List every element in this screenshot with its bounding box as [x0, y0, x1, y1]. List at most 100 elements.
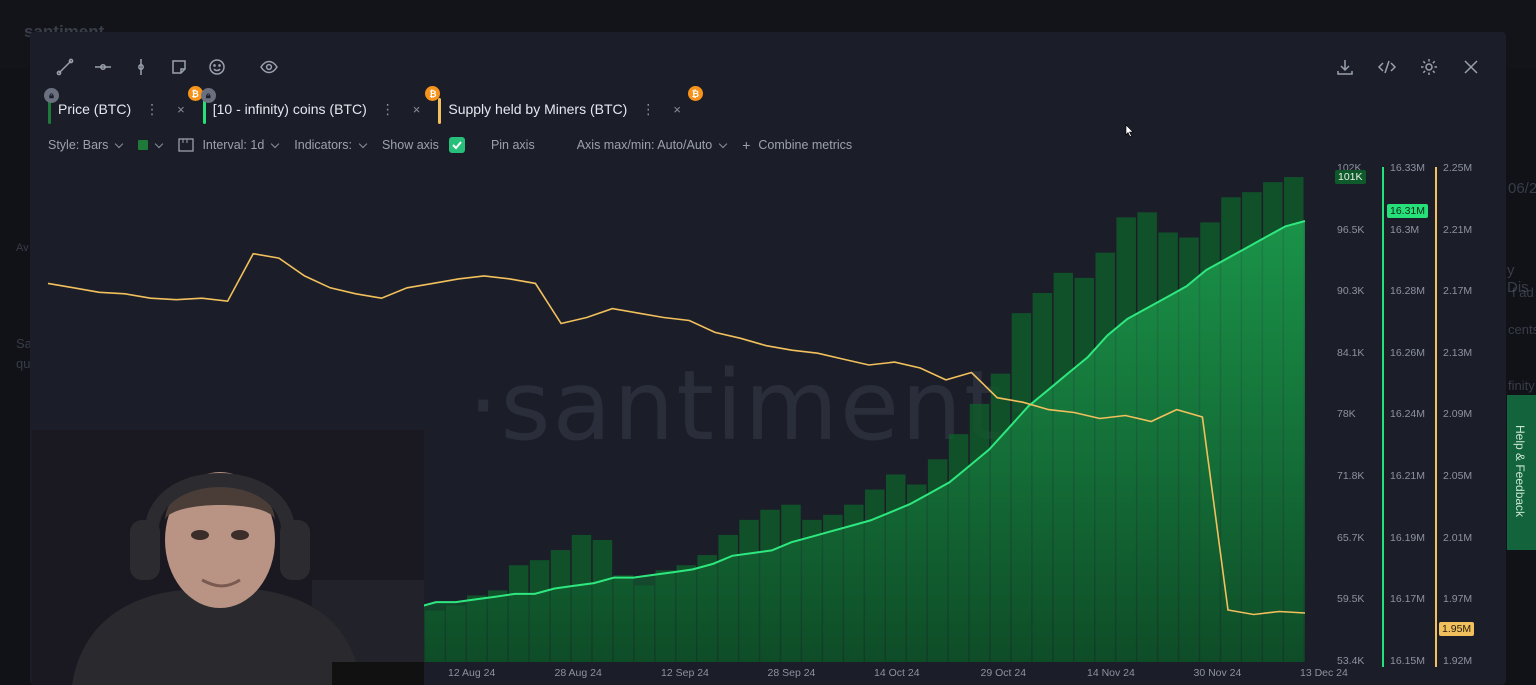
show-axis-toggle[interactable]: Show axis — [382, 137, 465, 153]
help-feedback-label: Help & Feedback — [1513, 425, 1527, 518]
x-axis-tick: 14 Oct 24 — [874, 667, 920, 679]
chevron-down-icon — [271, 139, 280, 148]
interval-dropdown[interactable]: Interval: 1d — [178, 138, 280, 152]
metric-remove-icon[interactable]: × — [177, 101, 185, 117]
price-axis-tick: 65.7K — [1337, 531, 1365, 544]
price-axis-tick: 59.5K — [1337, 593, 1365, 606]
webcam-person-icon — [32, 430, 424, 685]
price-axis-tick: 96.5K — [1337, 223, 1365, 236]
backdrop-fragment: f ad — [1512, 285, 1534, 300]
chevron-down-icon — [155, 139, 164, 148]
whale-series-line — [277, 220, 1306, 625]
color-swatch — [138, 140, 149, 150]
metric-menu-icon[interactable]: ⋮ — [380, 100, 395, 117]
settings-icon[interactable] — [1418, 56, 1440, 78]
metric-color-bar — [48, 98, 51, 124]
horizontal-ray-icon[interactable] — [92, 56, 114, 78]
drawing-toolbar — [54, 56, 280, 78]
mouse-cursor-icon — [1125, 124, 1134, 137]
plus-icon: + — [742, 137, 751, 153]
backdrop-fragment: cents — [1508, 322, 1536, 337]
backdrop-fragment: y Dis — [1507, 262, 1529, 296]
pin-axis-label: Pin axis — [490, 138, 535, 152]
whale-axis-tick: 16.26M — [1390, 346, 1426, 359]
santiment-watermark: ·santiment· — [468, 350, 1037, 462]
metric-menu-icon[interactable]: ⋮ — [145, 100, 160, 117]
miner-axis-tick: 2.17M — [1443, 285, 1473, 298]
miner-current-tag: 1.95M — [1439, 622, 1475, 636]
lock-icon: 🔒︎ — [44, 88, 59, 103]
axis-maxmin-dropdown[interactable]: Axis max/min: Auto/Auto — [576, 138, 728, 152]
style-dropdown[interactable]: Style: Bars — [48, 138, 124, 152]
metric-label: [10 - infinity) coins (BTC) — [212, 101, 367, 117]
download-icon[interactable] — [1334, 56, 1356, 78]
axis-maxmin-label: Axis max/min: Auto/Auto — [576, 138, 713, 152]
lock-icon: 🔒︎ — [200, 88, 216, 103]
whale-axis-tick: 16.28M — [1390, 285, 1426, 298]
miner-axis-tick: 2.09M — [1443, 408, 1473, 421]
close-icon[interactable] — [1460, 56, 1482, 78]
price-axis-tick: 84.1K — [1337, 346, 1365, 359]
backdrop-fragment: qu — [16, 356, 31, 371]
whale-axis-tick: 16.3M — [1390, 223, 1420, 236]
metric-label: Supply held by Miners (BTC) — [448, 101, 628, 117]
help-feedback-tab[interactable]: Help & Feedback — [1507, 395, 1536, 550]
metric-menu-icon[interactable]: ⋮ — [641, 100, 656, 117]
whale-area — [278, 221, 1305, 662]
color-picker[interactable] — [138, 139, 164, 150]
btc-icon: ₿ — [187, 86, 203, 101]
metric-remove-icon[interactable]: × — [412, 101, 421, 117]
combine-metrics-button[interactable]: + Combine metrics — [742, 137, 852, 153]
embed-code-icon[interactable] — [1376, 56, 1398, 78]
chevron-down-icon — [115, 139, 124, 148]
whale-axis-tick: 16.33M — [1390, 162, 1426, 174]
show-axis-label: Show axis — [381, 138, 439, 152]
metric-remove-icon[interactable]: × — [673, 101, 681, 117]
miner-axis-tick: 2.13M — [1443, 346, 1473, 359]
miner-axis-tick: 1.92M — [1443, 654, 1473, 667]
backdrop-fragment: 06/2 — [1508, 180, 1536, 197]
price-axis-tick: 78K — [1337, 408, 1356, 421]
x-axis-tick: 12 Sep 24 — [661, 667, 709, 679]
show-axis-checkbox[interactable] — [448, 137, 465, 153]
miner-axis-tick: 1.97M — [1443, 593, 1473, 606]
miner-axis-tick: 2.21M — [1443, 223, 1473, 236]
whale-axis-tick: 16.19M — [1390, 531, 1426, 544]
interval-icon — [178, 138, 195, 152]
whale-axis-tick: 16.24M — [1390, 408, 1426, 421]
x-axis-tick: 13 Dec 24 — [1300, 667, 1348, 679]
emoji-icon[interactable] — [206, 56, 228, 78]
price-current-tag: 101K — [1335, 170, 1366, 184]
whale-current-tag: 16.31M — [1387, 204, 1429, 218]
x-axis-tick: 14 Nov 24 — [1087, 667, 1135, 679]
metric-tab-whales[interactable]: 🔒︎ [10 - infinity) coins (BTC) ⋮ × ₿ — [200, 86, 441, 124]
miner-axis-tick: 2.05M — [1443, 470, 1473, 482]
vertical-line-icon[interactable] — [130, 56, 152, 78]
x-axis-tick: 28 Sep 24 — [767, 667, 816, 679]
miner-axis-tick: 2.25M — [1443, 162, 1473, 174]
metric-tabs: 🔒︎ Price (BTC) ⋮ × ₿ 🔒︎ [10 - infinity) … — [44, 86, 703, 124]
pin-axis-toggle[interactable]: Pin axis — [491, 138, 535, 152]
eye-icon[interactable] — [258, 56, 280, 78]
metric-tab-price[interactable]: 🔒︎ Price (BTC) ⋮ × ₿ — [44, 86, 203, 124]
whale-axis-tick: 16.21M — [1390, 470, 1426, 482]
chart-controls: Style: Bars Interval: 1d Indicators: Sho… — [48, 136, 868, 154]
x-axis-tick: 30 Nov 24 — [1193, 667, 1242, 679]
x-axis-tick: 28 Aug 24 — [554, 667, 602, 679]
miner-series-line — [47, 252, 1306, 616]
style-label: Style: Bars — [48, 138, 109, 152]
btc-icon: ₿ — [425, 86, 441, 101]
metric-color-bar — [438, 98, 442, 124]
whale-axis-tick: 16.15M — [1390, 654, 1426, 667]
whale-axis-tick: 16.17M — [1390, 593, 1426, 606]
note-icon[interactable] — [168, 56, 190, 78]
x-axis-tick: 12 Aug 24 — [448, 667, 496, 679]
indicators-dropdown[interactable]: Indicators: — [294, 138, 368, 152]
price-axis-tick: 71.8K — [1337, 470, 1365, 482]
x-axis-tick: 29 Oct 24 — [980, 667, 1027, 679]
miner-axis-tick: 2.01M — [1443, 531, 1473, 544]
metric-tab-miners[interactable]: Supply held by Miners (BTC) ⋮ × ₿ — [438, 86, 703, 124]
backdrop-fragment: finity — [1508, 378, 1535, 393]
line-tool-icon[interactable] — [54, 56, 76, 78]
price-axis-tick: 90.3K — [1337, 285, 1365, 298]
